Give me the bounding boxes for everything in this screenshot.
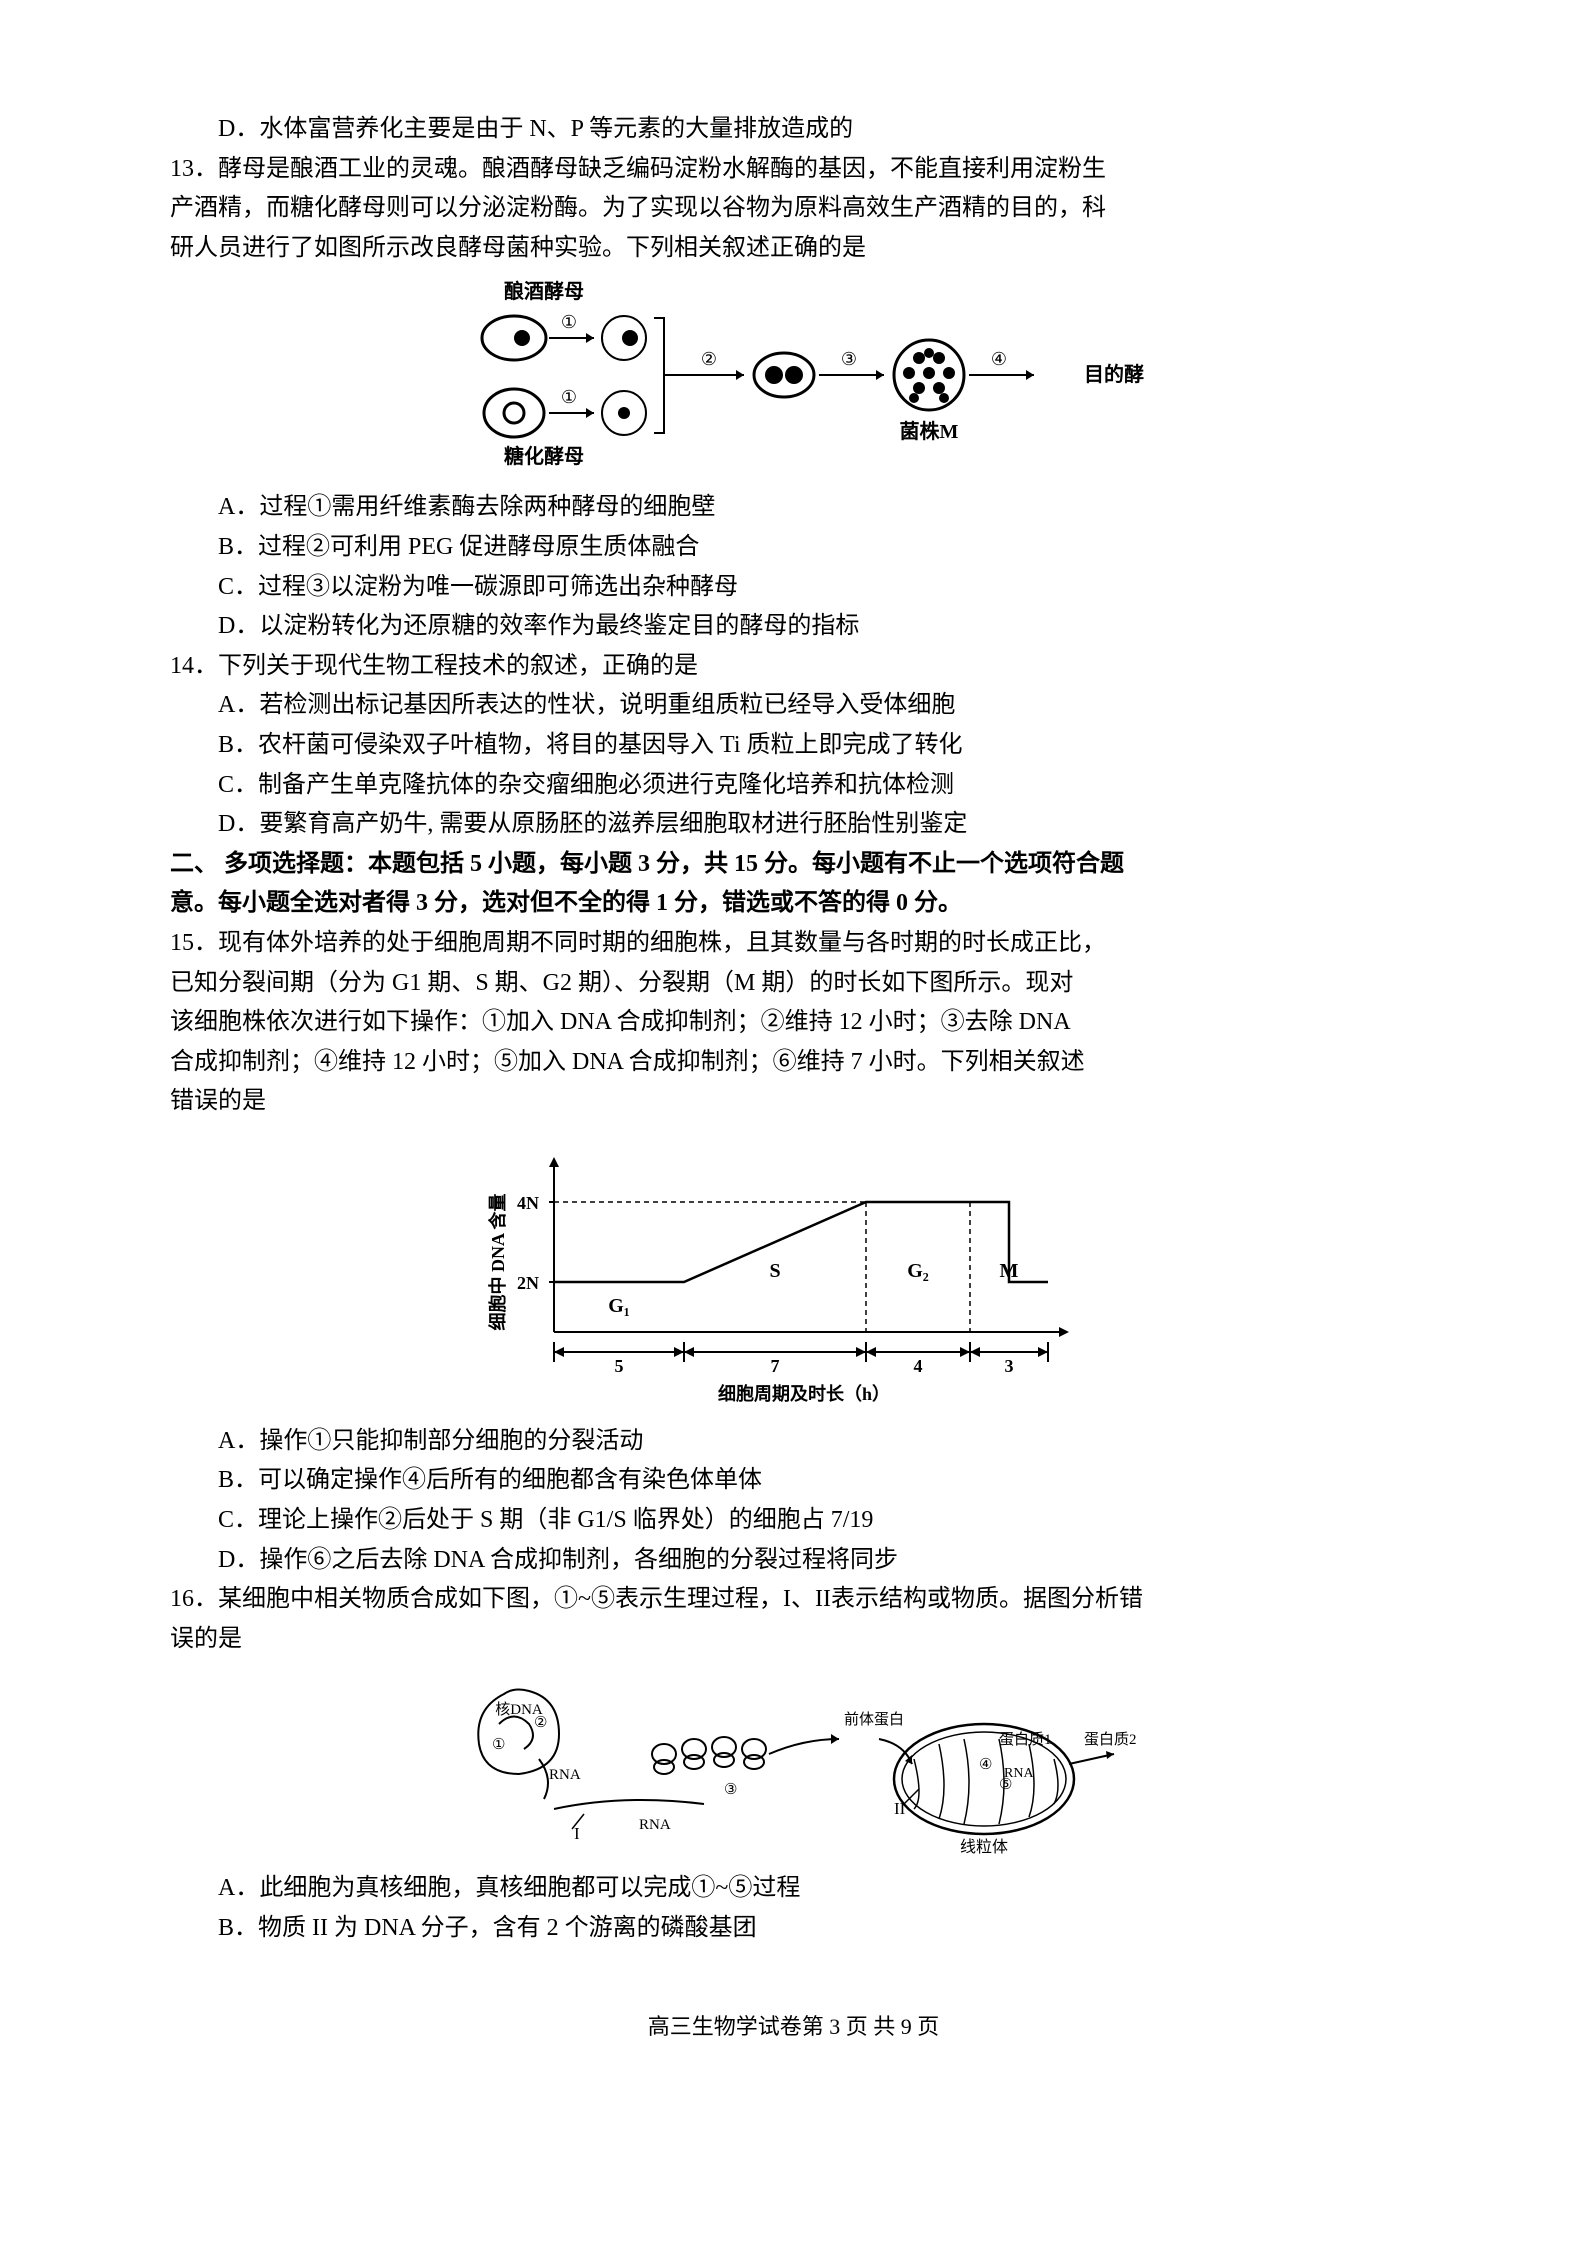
q16-figure: 核DNA ① ② RNA I RNA ③ 前体蛋白 线: [444, 1669, 1144, 1859]
rna1-label: RNA: [549, 1767, 581, 1783]
q15-stem-line1: 15．现有体外培养的处于细胞周期不同时期的细胞株，且其数量与各时期的时长成正比，: [170, 924, 1417, 964]
ytick-4n: 4N: [517, 1193, 539, 1213]
q14-option-a: A．若检测出标记基因所表达的性状，说明重组质粒已经导入受体细胞: [170, 686, 1417, 726]
q16-figure-container: 核DNA ① ② RNA I RNA ③ 前体蛋白 线: [170, 1669, 1417, 1859]
q15-option-b: B．可以确定操作④后所有的细胞都含有染色体单体: [170, 1461, 1417, 1501]
section2-header-line2: 意。每小题全选对者得 3 分，选对但不全的得 1 分，错选或不答的得 0 分。: [170, 884, 1417, 924]
ribosomes: [652, 1737, 766, 1774]
m-duration: 3: [1004, 1356, 1013, 1376]
q13-option-a: A．过程①需用纤维素酶去除两种酵母的细胞壁: [170, 488, 1417, 528]
phase-s-label: S: [769, 1260, 780, 1282]
precursor-label: 前体蛋白: [844, 1711, 904, 1728]
q15-stem-line4: 合成抑制剂；④维持 12 小时；⑤加入 DNA 合成抑制剂；⑥维持 7 小时。下…: [170, 1043, 1417, 1083]
q16-stem-line2: 误的是: [170, 1620, 1417, 1660]
duration-row: 5 7 4 3: [554, 1342, 1048, 1376]
q13-figure: 酿酒酵母 ① ① 糖化酵母 ② ③: [444, 278, 1144, 478]
rna3-label: RNA: [1004, 1766, 1034, 1781]
q15-chart-container: 细胞中 DNA 含量 4N 2N G₁ S G₂ M 5: [170, 1132, 1417, 1412]
step2-label: ②: [700, 349, 716, 369]
q13-option-d: D．以淀粉转化为还原糖的效率作为最终鉴定目的酵母的指标: [170, 607, 1417, 647]
s-duration: 7: [770, 1356, 779, 1376]
chart-ylabel: 细胞中 DNA 含量: [487, 1193, 508, 1330]
q14-stem: 14．下列关于现代生物工程技术的叙述，正确的是: [170, 647, 1417, 687]
q15-stem-line2: 已知分裂间期（分为 G1 期、S 期、G2 期）、分裂期（M 期）的时长如下图所…: [170, 964, 1417, 1004]
page-footer: 高三生物学试卷第 3 页 共 9 页: [170, 2009, 1417, 2041]
structure-ii-label: II: [894, 1799, 906, 1818]
chart-xlabel: 细胞周期及时长（h）: [717, 1383, 889, 1404]
q15-stem-line5: 错误的是: [170, 1082, 1417, 1122]
phase-g2-label: G₂: [907, 1260, 929, 1282]
structure-i-label: I: [574, 1824, 580, 1843]
q13-stem-line1: 13．酵母是酿酒工业的灵魂。酿酒酵母缺乏编码淀粉水解酶的基因，不能直接利用淀粉生: [170, 150, 1417, 190]
q14-option-d: D．要繁育高产奶牛, 需要从原肠胚的滋养层细胞取材进行胚胎性别鉴定: [170, 805, 1417, 845]
q15-stem-line3: 该细胞株依次进行如下操作：①加入 DNA 合成抑制剂；②维持 12 小时；③去除…: [170, 1003, 1417, 1043]
brewing-yeast-label: 酿酒酵母: [504, 279, 584, 303]
target-yeast-label: 目的酵母: [1084, 362, 1144, 386]
q16-stem-line1: 16．某细胞中相关物质合成如下图，①~⑤表示生理过程，I、II表示结构或物质。据…: [170, 1580, 1417, 1620]
step1-label-top: ①: [560, 312, 576, 332]
g2-duration: 4: [913, 1356, 922, 1376]
strain-m-label: 菌株M: [899, 419, 958, 443]
step2-label: ②: [534, 1715, 547, 1731]
ytick-2n: 2N: [517, 1273, 539, 1293]
g1-duration: 5: [614, 1356, 623, 1376]
rna2-label: RNA: [639, 1817, 671, 1833]
step4-label: ④: [979, 1757, 992, 1773]
mito-label: 线粒体: [959, 1838, 1007, 1856]
q15-option-a: A．操作①只能抑制部分细胞的分裂活动: [170, 1422, 1417, 1462]
q13-stem-line3: 研人员进行了如图所示改良酵母菌种实验。下列相关叙述正确的是: [170, 229, 1417, 269]
step4-label: ④: [990, 349, 1006, 369]
step3-label: ③: [840, 349, 856, 369]
q13-option-b: B．过程②可利用 PEG 促进酵母原生质体融合: [170, 528, 1417, 568]
q12-option-d: D．水体富营养化主要是由于 N、P 等元素的大量排放造成的: [170, 110, 1417, 150]
q16-option-a: A．此细胞为真核细胞，真核细胞都可以完成①~⑤过程: [170, 1869, 1417, 1909]
step3-label: ③: [724, 1782, 737, 1798]
protein2-label: 蛋白质2: [1084, 1731, 1137, 1748]
q14-option-c: C．制备产生单克隆抗体的杂交瘤细胞必须进行克隆化培养和抗体检测: [170, 766, 1417, 806]
q15-option-d: D．操作⑥之后去除 DNA 合成抑制剂，各细胞的分裂过程将同步: [170, 1541, 1417, 1581]
q13-figure-container: 酿酒酵母 ① ① 糖化酵母 ② ③: [170, 278, 1417, 478]
phase-m-label: M: [999, 1260, 1018, 1282]
q15-chart: 细胞中 DNA 含量 4N 2N G₁ S G₂ M 5: [484, 1132, 1104, 1412]
step1-label-bottom: ①: [560, 387, 576, 407]
q13-option-c: C．过程③以淀粉为唯一碳源即可筛选出杂种酵母: [170, 568, 1417, 608]
protein1-label: 蛋白质1: [999, 1731, 1052, 1748]
phase-g1-label: G₁: [608, 1295, 630, 1317]
q15-option-c: C．理论上操作②后处于 S 期（非 G1/S 临界处）的细胞占 7/19: [170, 1501, 1417, 1541]
section2-header-line1: 二、 多项选择题：本题包括 5 小题，每小题 3 分，共 15 分。每小题有不止…: [170, 845, 1417, 885]
q14-option-b: B．农杆菌可侵染双子叶植物，将目的基因导入 Ti 质粒上即完成了转化: [170, 726, 1417, 766]
q13-stem-line2: 产酒精，而糖化酵母则可以分泌淀粉酶。为了实现以谷物为原料高效生产酒精的目的，科: [170, 189, 1417, 229]
q16-option-b: B．物质 II 为 DNA 分子，含有 2 个游离的磷酸基团: [170, 1909, 1417, 1949]
step1-label: ①: [492, 1737, 505, 1753]
sugar-yeast-label: 糖化酵母: [504, 444, 584, 468]
